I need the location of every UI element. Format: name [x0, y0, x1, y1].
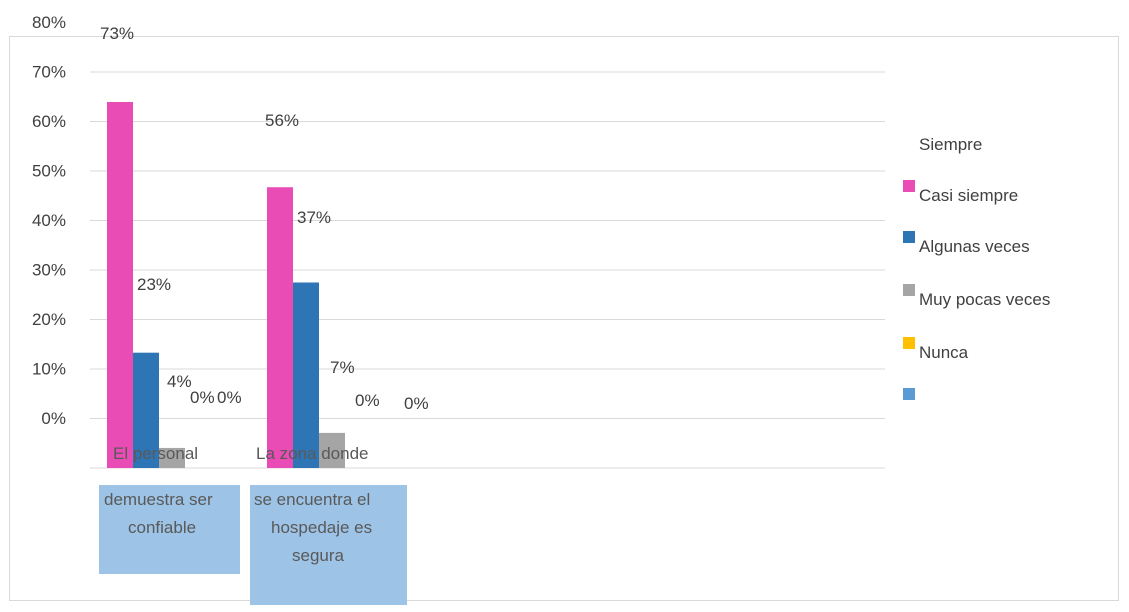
y-tick-label: 10% [32, 360, 66, 379]
bar-casi-siempre [293, 282, 319, 468]
data-labels: 73%56%23%37%4%7%0% 0%0% 0% [100, 24, 429, 413]
bar-casi-siempre [133, 352, 159, 468]
legend-entry: Casi siempre [919, 186, 1018, 205]
legend-entry: Muy pocas veces [919, 290, 1050, 309]
legend-entry: Siempre [919, 135, 982, 154]
bars [107, 102, 345, 468]
gridlines [90, 71, 885, 469]
data-label: 0% [355, 391, 380, 410]
legend: Siempre Casi siempre Algunas veces Muy poca… [903, 135, 1050, 400]
chart-frame [9, 36, 1119, 601]
y-tick-label: 50% [32, 162, 66, 181]
category-label-box [250, 485, 407, 605]
category-label: confiable [128, 518, 196, 537]
legend-swatch [903, 388, 915, 400]
category-label: El personal [113, 444, 198, 463]
data-label: 23% [137, 275, 171, 294]
y-tick-label: 70% [32, 63, 66, 82]
legend-swatch [903, 231, 915, 243]
y-tick-label: 20% [32, 310, 66, 329]
legend-swatch [903, 284, 915, 296]
y-tick-label: 80% [32, 13, 66, 32]
category-label-box [99, 485, 240, 574]
category-label: se encuentra el [254, 490, 370, 509]
y-tick-label: 30% [32, 261, 66, 280]
y-tick-label: 0% [41, 409, 66, 428]
data-label: 56% [265, 111, 299, 130]
data-label: 0% [404, 394, 429, 413]
legend-swatch [903, 337, 915, 349]
bar-algunas-veces [319, 432, 345, 468]
category-label: segura [292, 546, 345, 565]
data-label: 4% [167, 372, 192, 391]
y-tick-label: 60% [32, 112, 66, 131]
legend-entry: Nunca [919, 343, 969, 362]
bar-siempre [107, 102, 133, 468]
bar-algunas-veces [159, 447, 185, 468]
y-tick-label: 40% [32, 211, 66, 230]
bar-siempre [267, 187, 293, 468]
category-label: demuestra ser [104, 490, 213, 509]
x-axis-categories: El personal demuestra ser confiable La zona… [99, 444, 407, 605]
y-axis: 0% 10% 20% 30% 40% 50% 60% 70% 80% [32, 13, 66, 428]
legend-swatch [903, 180, 915, 192]
legend-entry: Algunas veces [919, 237, 1030, 256]
data-label: 0% [190, 388, 215, 407]
data-label: 7% [330, 358, 355, 377]
data-label: 37% [297, 208, 331, 227]
category-label: hospedaje es [271, 518, 372, 537]
data-label: 0% [217, 388, 242, 407]
category-label: La zona donde [256, 444, 369, 463]
data-label: 73% [100, 24, 134, 43]
